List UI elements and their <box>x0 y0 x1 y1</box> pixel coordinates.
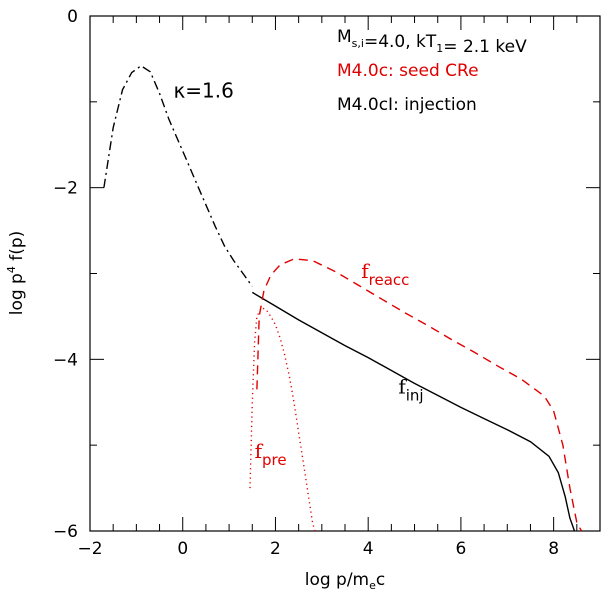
y-axis-title: log p4 f(p) <box>5 231 27 316</box>
kappa-annotation: κ=1.6 <box>173 79 233 103</box>
y-tick-label: −4 <box>53 350 78 370</box>
x-tick-label: 0 <box>177 539 188 559</box>
curve-label-inj: finj <box>398 375 423 405</box>
legend-entry: M4.0c: seed CRe <box>337 61 479 81</box>
y-tick-label: −6 <box>53 522 78 542</box>
tick-labels: −2 0 2 4 6 8 0 −2 −4 −6 <box>53 7 559 559</box>
x-tick-label: 4 <box>363 539 374 559</box>
series-layer <box>104 66 582 531</box>
ticks <box>90 16 600 531</box>
y-tick-label: −2 <box>53 179 78 199</box>
legend-entry: M4.0cI: injection <box>337 95 477 115</box>
series-line-f-inj <box>252 292 574 531</box>
x-tick-label: 6 <box>455 539 466 559</box>
x-tick-label: −2 <box>77 539 102 559</box>
plot-frame <box>90 16 600 531</box>
x-tick-label: 2 <box>270 539 281 559</box>
x-axis-title: log p/mec <box>305 570 386 592</box>
legend: Ms,i=4.0, kT1= 2.1 keV M4.0c: seed CRe M4.… <box>337 27 527 115</box>
x-tick-label: 8 <box>548 539 559 559</box>
curve-label-pre: fpre <box>255 439 287 469</box>
legend-entry: Ms,i=4.0, kT1= 2.1 keV <box>337 27 527 57</box>
series-line-f-pre <box>250 308 315 531</box>
curve-label-reacc: freacc <box>361 259 409 289</box>
y-tick-label: 0 <box>67 7 78 27</box>
labels-layer: freacc finj fpre κ=1.6 <box>173 79 423 470</box>
